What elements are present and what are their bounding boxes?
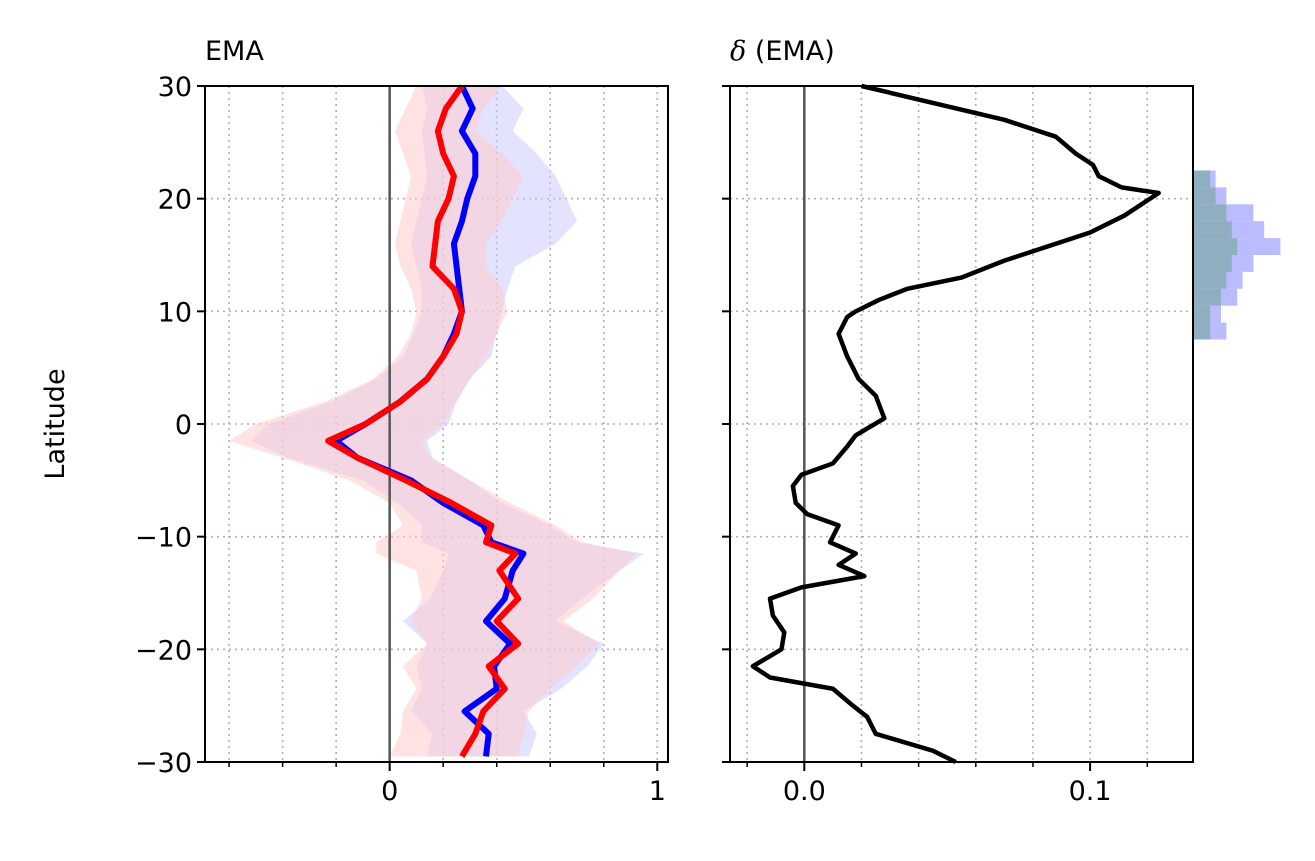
- ema-line-1: [325, 84, 522, 758]
- side-hist-bar-b: [1194, 288, 1221, 306]
- delta-xtick-label: 0.0: [783, 776, 826, 807]
- ema-ytick-label: 0: [175, 410, 192, 441]
- ema-ytick-label: −20: [135, 635, 192, 666]
- side-hist-bar-b: [1194, 322, 1211, 340]
- y-axis-label: Latitude: [40, 368, 71, 479]
- ema-xtick-label: 0: [381, 776, 398, 807]
- ema-ytick-label: −10: [135, 523, 192, 554]
- delta-title-text: (EMA): [746, 36, 834, 67]
- side-hist-bar-b: [1194, 271, 1227, 289]
- delta-title-symbol: δ: [730, 36, 746, 67]
- side-hist-bar-b: [1194, 255, 1232, 272]
- ema-ytick-label: −30: [135, 748, 192, 779]
- ema-uncertainty-bands: [229, 86, 644, 757]
- ema-band-1: [229, 86, 636, 757]
- delta-xtick-label: 0.1: [1069, 776, 1112, 807]
- ema-series-lines: [325, 84, 527, 758]
- ema-title: EMA: [205, 36, 264, 67]
- ema-panel: −30 −20 −10 0 10 20 30 0 1 EMA Latitude: [40, 36, 669, 807]
- side-hist-bar-b: [1194, 238, 1238, 255]
- delta-series-line: [750, 83, 1161, 765]
- ema-ytick-label: 30: [158, 72, 192, 103]
- ema-ticks: −30 −20 −10 0 10 20 30 0 1: [135, 72, 666, 807]
- delta-title: δ (EMA): [730, 36, 835, 67]
- ema-ytick-label: 20: [158, 185, 192, 216]
- side-hist-bar-b: [1194, 170, 1211, 188]
- delta-ema-panel: 0.0 0.1 δ (EMA): [722, 36, 1281, 807]
- delta-line-0: [750, 83, 1161, 765]
- ema-ytick-label: 10: [158, 297, 192, 328]
- side-hist-bar-b: [1194, 204, 1227, 222]
- side-hist-bar-b: [1194, 221, 1232, 239]
- side-hist-bar-b: [1194, 187, 1216, 205]
- side-histogram: [1194, 170, 1281, 340]
- delta-ticks: 0.0 0.1: [722, 85, 1149, 807]
- side-hist-bar-b: [1194, 305, 1211, 323]
- ema-xtick-label: 1: [649, 776, 666, 807]
